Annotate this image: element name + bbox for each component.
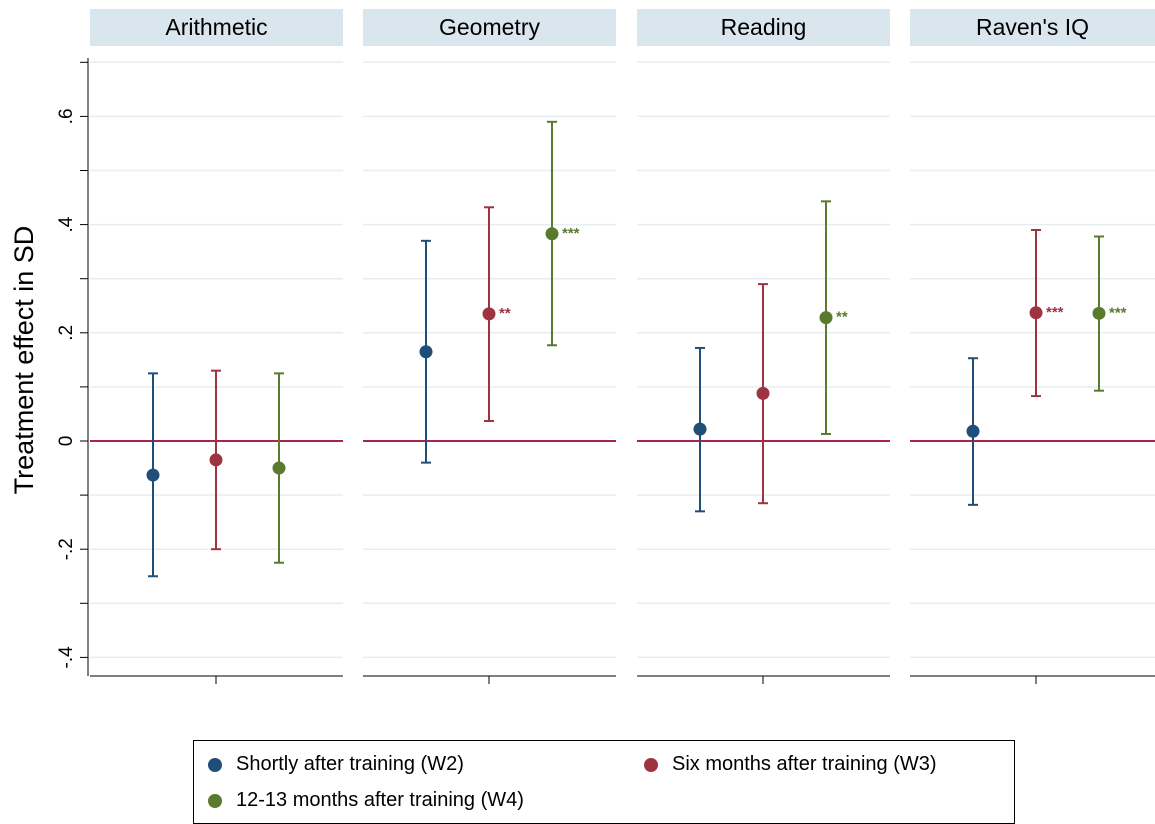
panel-title: Reading (721, 14, 807, 40)
legend-item-w3: Six months after training (W3) (644, 753, 937, 776)
point-estimate (1029, 306, 1043, 320)
point-estimate (146, 468, 160, 482)
significance-stars: ** (499, 305, 511, 322)
legend-label-w2: Shortly after training (W2) (236, 753, 464, 775)
panel-title: Geometry (439, 14, 540, 40)
significance-stars: *** (1109, 304, 1127, 321)
point-estimate (419, 345, 433, 359)
y-tick-label: -.4 (56, 646, 77, 669)
legend-label-w4: 12-13 months after training (W4) (236, 789, 524, 811)
panel-header (910, 9, 1155, 46)
panel-title: Raven's IQ (976, 14, 1089, 40)
point-estimate (819, 311, 833, 325)
y-tick-label: -.2 (56, 538, 77, 560)
panel-header (637, 9, 890, 46)
legend-item-w4: 12-13 months after training (W4) (208, 789, 524, 812)
point-estimate (693, 422, 707, 436)
y-tick-label: .4 (56, 216, 77, 232)
significance-stars: *** (1046, 304, 1064, 321)
panel-header (90, 9, 343, 46)
panel-title: Arithmetic (165, 14, 267, 40)
panel-header (363, 9, 616, 46)
legend-marker-w3 (644, 757, 658, 772)
point-estimate (272, 461, 286, 475)
y-tick-label: .6 (56, 108, 77, 124)
y-tick-label: 0 (56, 436, 77, 447)
significance-stars: ** (836, 309, 848, 326)
legend-marker-w2 (208, 757, 222, 772)
point-estimate (482, 307, 496, 321)
legend-label-w3: Six months after training (W3) (672, 753, 937, 775)
point-estimate (1092, 306, 1106, 320)
y-axis-title: Treatment effect in SD (9, 226, 39, 495)
point-estimate (966, 424, 980, 438)
point-estimate (545, 227, 559, 241)
legend: Shortly after training (W2) Six months a… (193, 740, 1015, 824)
significance-stars: *** (562, 225, 580, 242)
point-estimate (756, 386, 770, 400)
legend-item-w2: Shortly after training (W2) (208, 753, 464, 776)
y-tick-label: .2 (56, 325, 77, 341)
legend-marker-w4 (208, 793, 222, 808)
chart: -.4 -.2 0 .2 .4 .6 Treatment effect in SD Arith… (9, 9, 1155, 684)
point-estimate (209, 453, 223, 467)
